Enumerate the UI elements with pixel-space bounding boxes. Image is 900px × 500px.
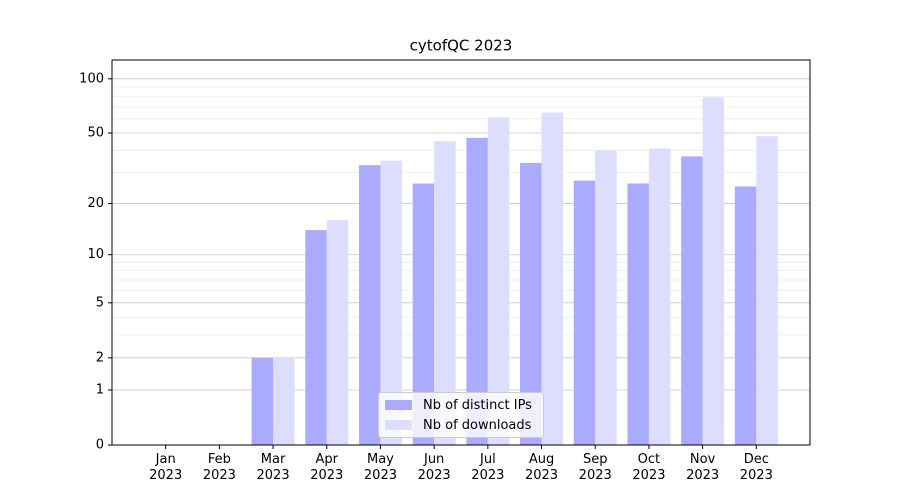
bar bbox=[326, 220, 349, 445]
bar bbox=[358, 165, 381, 445]
plot-frame bbox=[111, 59, 811, 446]
bar bbox=[573, 180, 596, 446]
legend-label: Nb of downloads bbox=[423, 417, 532, 433]
x-tick-label: Oct 2023 bbox=[632, 452, 666, 483]
legend: Nb of distinct IPs Nb of downloads bbox=[378, 392, 544, 438]
x-tick-label: Jun 2023 bbox=[417, 452, 451, 483]
legend-swatch bbox=[385, 400, 412, 410]
bar bbox=[648, 148, 671, 445]
bar bbox=[756, 136, 778, 445]
bar bbox=[434, 141, 456, 445]
x-tick-label: May 2023 bbox=[363, 452, 397, 483]
bar bbox=[595, 150, 617, 445]
bar bbox=[412, 183, 435, 445]
y-tick-label: 5 bbox=[96, 295, 104, 310]
x-tick-label: Feb 2023 bbox=[202, 452, 236, 483]
x-tick-label: Mar 2023 bbox=[256, 452, 290, 483]
x-tick-label: Jul 2023 bbox=[471, 452, 505, 483]
legend-entry: Nb of distinct IPs bbox=[379, 395, 543, 415]
legend-label: Nb of distinct IPs bbox=[423, 397, 532, 413]
legend-entry: Nb of downloads bbox=[379, 415, 543, 435]
y-tick-label: 10 bbox=[87, 247, 104, 262]
legend-swatch bbox=[385, 420, 412, 430]
y-tick-label: 1 bbox=[96, 383, 104, 398]
bar bbox=[627, 183, 649, 445]
bar bbox=[380, 160, 402, 446]
bar bbox=[305, 230, 327, 445]
y-tick-label: 100 bbox=[79, 71, 104, 86]
bar bbox=[541, 112, 564, 446]
y-tick-label: 50 bbox=[87, 126, 104, 141]
y-tick-label: 20 bbox=[87, 196, 104, 211]
chart-title: cytofQC 2023 bbox=[410, 37, 513, 55]
y-tick-label: 2 bbox=[96, 350, 104, 365]
x-tick-label: Nov 2023 bbox=[686, 452, 720, 483]
bar bbox=[273, 357, 295, 445]
bar bbox=[734, 186, 757, 445]
bar bbox=[702, 97, 725, 446]
x-tick-label: Apr 2023 bbox=[310, 452, 344, 483]
x-tick-label: Jan 2023 bbox=[149, 452, 183, 483]
bar bbox=[487, 117, 510, 446]
x-tick-label: Sep 2023 bbox=[578, 452, 612, 483]
x-tick-label: Dec 2023 bbox=[739, 452, 773, 483]
bar bbox=[681, 156, 703, 445]
bar bbox=[466, 137, 488, 445]
bar bbox=[520, 162, 542, 445]
y-tick-label: 0 bbox=[96, 438, 104, 453]
x-tick-label: Aug 2023 bbox=[524, 452, 559, 483]
bar bbox=[251, 357, 274, 445]
